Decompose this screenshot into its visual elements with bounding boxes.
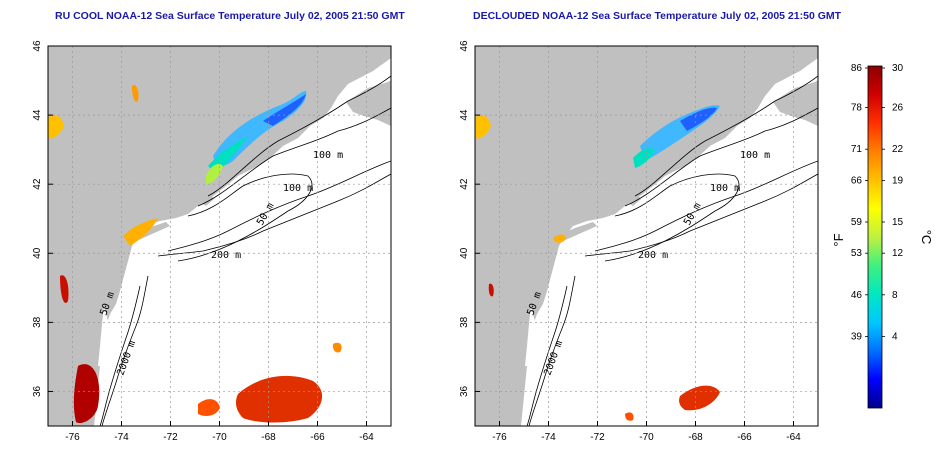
right-map-panel: 100 m 100 m 50 m 200 m 50 m 2000 m -76 -7… [459, 40, 819, 443]
left-land-mass [48, 46, 391, 426]
right-panel-title: DECLOUDED NOAA-12 Sea Surface Temperatur… [473, 10, 842, 22]
right-lon-tick-label-5: -66 [737, 432, 752, 443]
left-lon-tick-label-6: -64 [359, 432, 374, 443]
right-lat-tick-label-1: 38 [459, 316, 470, 328]
colorbar-ticks: 86 30 78 26 71 22 66 19 59 15 53 12 46 8 39 4 [851, 63, 904, 342]
colorbar-f-label-0: 86 [851, 63, 863, 74]
right-cape-cod [625, 194, 641, 206]
right-lon-tick-label-2: -72 [590, 432, 605, 443]
left-lat-tick-label-4: 44 [32, 109, 43, 121]
colorbar-f-label-6: 46 [851, 290, 863, 301]
right-lon-tick-label-6: -64 [786, 432, 801, 443]
right-contour-label-100m-north: 100 m [740, 150, 770, 161]
left-lat-tick-label-5: 46 [32, 40, 43, 52]
left-contour-label-100m-south: 100 m [283, 183, 313, 194]
colorbar-f-label-4: 59 [851, 217, 863, 228]
left-lat-tick-label-2: 40 [32, 247, 43, 259]
colorbar-c-label-5: 12 [892, 248, 904, 259]
left-map-panel: 100 m 100 m 50 m 200 m 50 m 2000 m -76 -7… [32, 40, 392, 443]
left-lon-tick-label-0: -76 [65, 432, 80, 443]
right-lat-tick-label-3: 42 [459, 178, 470, 190]
left-lon-tick-label-2: -72 [163, 432, 178, 443]
colorbar-c-label-6: 8 [892, 290, 898, 301]
left-lat-tick-label-0: 36 [32, 385, 43, 397]
left-bathymetry-contours [99, 75, 391, 426]
left-lon-tick-label-5: -66 [310, 432, 325, 443]
right-land-mass [475, 46, 818, 426]
left-sst-patches [48, 85, 342, 424]
left-contour-label-100m-north: 100 m [313, 150, 343, 161]
colorbar-c-label-7: 4 [892, 331, 898, 342]
colorbar-c-label-1: 26 [892, 103, 904, 114]
left-lat-tick-label-1: 38 [32, 316, 43, 328]
colorbar-c-label-2: 22 [892, 144, 904, 155]
colorbar-f-label-1: 78 [851, 103, 863, 114]
right-lon-tick-label-1: -74 [541, 432, 556, 443]
colorbar-gradient [867, 65, 883, 409]
left-grid [48, 45, 391, 426]
right-lat-tick-label-4: 44 [459, 109, 470, 121]
right-lat-tick-label-0: 36 [459, 385, 470, 397]
right-lon-tick-label-4: -68 [688, 432, 703, 443]
right-contour-label-100m-south: 100 m [710, 183, 740, 194]
colorbar-c-label-0: 30 [892, 63, 904, 74]
left-lon-tick-label-1: -74 [114, 432, 129, 443]
right-lat-tick-label-2: 40 [459, 247, 470, 259]
right-lon-tick-label-3: -70 [639, 432, 654, 443]
colorbar-f-label-5: 53 [851, 248, 863, 259]
right-chesapeake [525, 306, 535, 366]
colorbar-f-label-7: 39 [851, 331, 863, 342]
right-long-island [557, 222, 597, 242]
colorbar-f-label-2: 71 [851, 144, 863, 155]
left-lon-tick-label-4: -68 [261, 432, 276, 443]
temperature-colorbar: 86 30 78 26 71 22 66 19 59 15 53 12 46 8 39 4 °F °C [831, 63, 934, 409]
left-axis-ticks: -76 -74 -72 -70 -68 -66 -64 36 38 40 42 44 46 [32, 40, 374, 443]
left-chesapeake [98, 306, 108, 366]
right-bathymetry-contours [526, 75, 818, 426]
left-cape-cod [198, 194, 214, 206]
right-lat-tick-label-5: 46 [459, 40, 470, 52]
celsius-unit-label: °C [919, 230, 934, 245]
right-lon-tick-label-0: -76 [492, 432, 507, 443]
fahrenheit-unit-label: °F [831, 233, 846, 246]
left-lat-tick-label-3: 42 [32, 178, 43, 190]
right-axis-ticks: -76 -74 -72 -70 -68 -66 -64 36 38 40 42 44 46 [459, 40, 801, 443]
right-contour-label-200m: 200 m [638, 250, 668, 261]
left-lon-tick-label-3: -70 [212, 432, 227, 443]
right-sst-patches [475, 105, 720, 421]
left-contour-label-200m: 200 m [211, 250, 241, 261]
colorbar-c-label-3: 19 [892, 175, 904, 186]
colorbar-c-label-4: 15 [892, 217, 904, 228]
left-panel-title: RU COOL NOAA-12 Sea Surface Temperature … [55, 10, 405, 22]
colorbar-f-label-3: 66 [851, 175, 863, 186]
